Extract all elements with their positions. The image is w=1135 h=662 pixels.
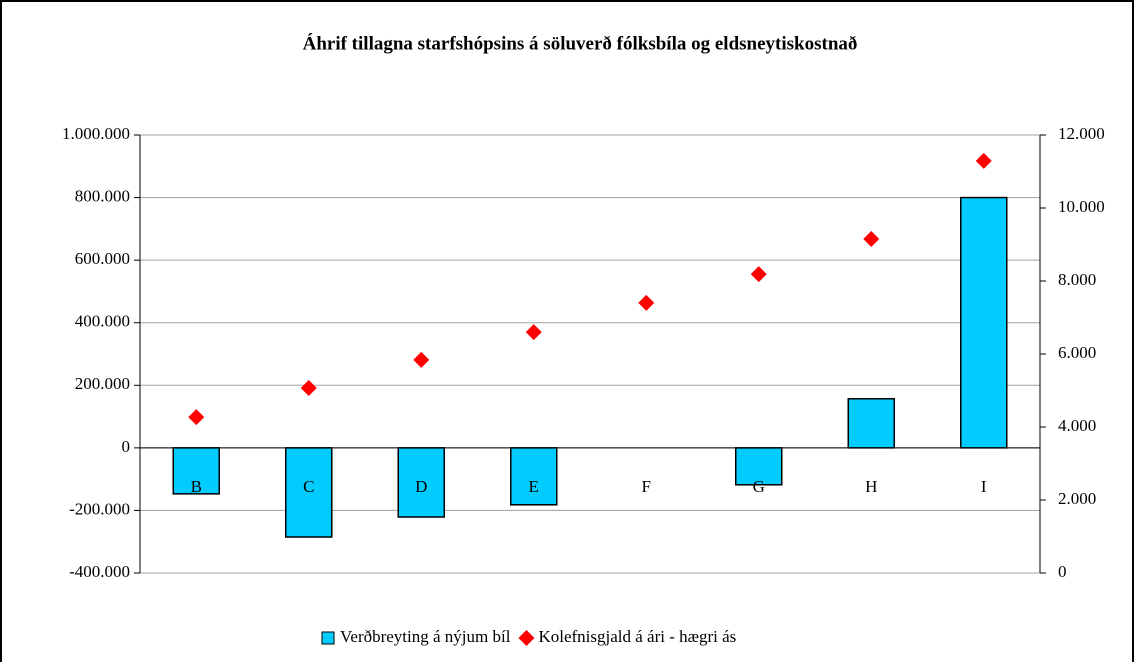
marker: [413, 351, 430, 368]
x-tick-label: G: [753, 477, 765, 496]
chart-title: Áhrif tillagna starfshópsins á söluverð …: [303, 32, 858, 54]
y2-tick-label: 0: [1058, 562, 1067, 581]
y-tick-label: 600.000: [75, 249, 130, 268]
y-tick-label: 200.000: [75, 374, 130, 393]
y-tick-label: 800.000: [75, 186, 130, 205]
legend-swatch: [321, 631, 335, 645]
y2-tick-label: 6.000: [1058, 343, 1096, 362]
marker: [975, 152, 992, 169]
x-tick-label: I: [981, 477, 987, 496]
bar: [510, 447, 558, 506]
x-tick-label: E: [529, 477, 539, 496]
bar: [285, 447, 333, 538]
marker: [863, 231, 880, 248]
bar: [847, 397, 895, 449]
y-tick-label: 0: [122, 437, 131, 456]
y2-tick-label: 10.000: [1058, 197, 1105, 216]
x-tick-label: B: [191, 477, 202, 496]
y-tick-label: 400.000: [75, 312, 130, 331]
y-tick-label: -200.000: [69, 499, 130, 518]
x-tick-label: D: [415, 477, 427, 496]
x-tick-label: H: [865, 477, 877, 496]
legend-label: Kolefnisgjald á ári - hægri ás: [538, 627, 736, 646]
y-tick-label: 1.000.000: [62, 124, 130, 143]
marker: [300, 379, 317, 396]
marker: [750, 266, 767, 283]
legend-swatch: [518, 630, 535, 646]
marker: [638, 294, 655, 311]
y2-tick-label: 4.000: [1058, 416, 1096, 435]
bar: [960, 196, 1008, 449]
y2-tick-label: 2.000: [1058, 489, 1096, 508]
x-tick-label: F: [642, 477, 651, 496]
y-tick-label: -400.000: [69, 562, 130, 581]
bar: [172, 447, 220, 495]
x-tick-label: C: [303, 477, 314, 496]
y2-tick-label: 8.000: [1058, 270, 1096, 289]
bar: [397, 447, 445, 518]
bar: [735, 447, 783, 486]
y2-tick-label: 12.000: [1058, 124, 1105, 143]
legend-label: Verðbreyting á nýjum bíl: [340, 627, 511, 646]
marker: [188, 409, 205, 426]
marker: [525, 324, 542, 341]
